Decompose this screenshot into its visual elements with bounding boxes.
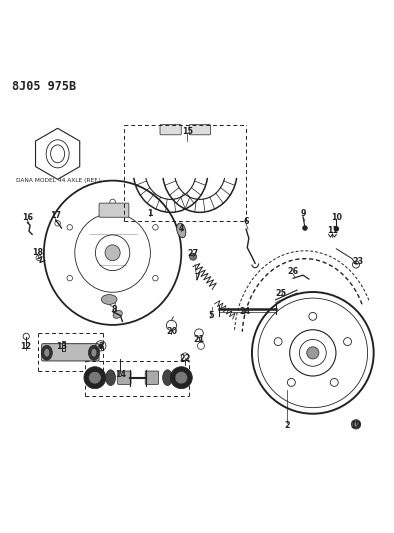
Circle shape	[354, 422, 359, 427]
Text: 8: 8	[112, 305, 117, 314]
Circle shape	[170, 367, 192, 389]
Circle shape	[307, 347, 319, 359]
Circle shape	[190, 253, 197, 260]
Text: 24: 24	[239, 307, 251, 316]
Ellipse shape	[41, 345, 52, 360]
Text: 15: 15	[182, 126, 193, 135]
Text: 14: 14	[115, 370, 126, 379]
Text: 4: 4	[178, 223, 184, 232]
FancyBboxPatch shape	[42, 344, 99, 361]
Circle shape	[351, 419, 361, 429]
Text: 7: 7	[194, 273, 200, 282]
FancyBboxPatch shape	[118, 371, 131, 384]
Ellipse shape	[163, 370, 173, 385]
Text: 19: 19	[351, 421, 362, 430]
Circle shape	[175, 372, 188, 384]
Circle shape	[84, 367, 106, 389]
Text: 27: 27	[188, 249, 199, 259]
Text: 10: 10	[331, 213, 342, 222]
Text: 11: 11	[327, 226, 338, 235]
Text: DANA MODEL 44 AXLE (REF.): DANA MODEL 44 AXLE (REF.)	[17, 178, 101, 183]
Text: 17: 17	[50, 211, 61, 220]
Text: 8J05 975B: 8J05 975B	[13, 80, 76, 93]
Ellipse shape	[88, 345, 99, 360]
Text: 12: 12	[20, 343, 32, 351]
Circle shape	[302, 225, 308, 231]
Text: 2: 2	[284, 421, 290, 430]
FancyBboxPatch shape	[189, 125, 210, 135]
Ellipse shape	[101, 295, 117, 304]
Text: 20: 20	[166, 327, 177, 336]
Ellipse shape	[91, 349, 97, 357]
Ellipse shape	[106, 370, 115, 385]
Text: 3: 3	[98, 343, 104, 351]
Text: 26: 26	[288, 266, 299, 276]
Circle shape	[98, 343, 103, 348]
Text: 18: 18	[32, 248, 44, 257]
Text: 25: 25	[276, 289, 287, 298]
FancyBboxPatch shape	[99, 203, 129, 217]
Text: 5: 5	[208, 311, 214, 320]
Text: 13: 13	[56, 343, 67, 351]
Ellipse shape	[113, 311, 122, 318]
Ellipse shape	[44, 349, 50, 357]
Text: 16: 16	[22, 213, 33, 222]
Text: 21: 21	[193, 335, 204, 344]
FancyBboxPatch shape	[160, 125, 181, 135]
FancyBboxPatch shape	[145, 371, 158, 384]
Text: 1: 1	[147, 209, 152, 218]
Text: 23: 23	[352, 257, 364, 266]
Text: 22: 22	[180, 354, 191, 364]
Text: 6: 6	[243, 217, 249, 226]
Text: 9: 9	[300, 209, 306, 218]
Circle shape	[334, 226, 339, 231]
Ellipse shape	[177, 223, 186, 238]
Circle shape	[89, 372, 101, 384]
Ellipse shape	[105, 245, 120, 261]
